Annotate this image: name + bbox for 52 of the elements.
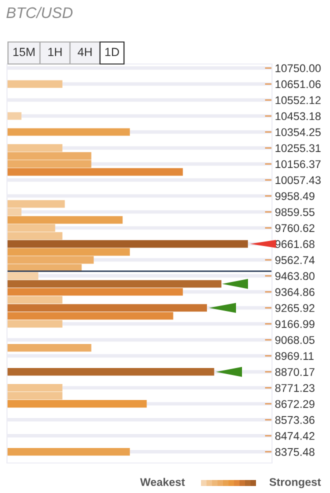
bar [7, 144, 62, 152]
y-tick-label: 9760.62 [275, 224, 314, 232]
y-tick-label: 8375.48 [275, 448, 314, 456]
y-tick-label: 9958.49 [275, 192, 314, 200]
y-tick-label: 8672.29 [275, 400, 314, 408]
y-tick-label: 10453.18 [276, 112, 321, 120]
bar [7, 240, 248, 248]
y-tick-label: 10750.00 [276, 64, 321, 72]
y-tick-label: 9661.68 [275, 240, 314, 248]
y-tick-label: 9068.05 [275, 336, 314, 344]
bar [7, 400, 147, 408]
text: 1D [105, 48, 119, 56]
bar [7, 168, 183, 176]
y-tick-label: 8474.42 [275, 432, 314, 440]
y-tick-label: 10255.31 [276, 144, 321, 152]
chart-title: BTC/USD [6, 6, 73, 18]
bar [7, 272, 38, 280]
y-tick-label: 10651.06 [276, 80, 321, 88]
bar [7, 320, 62, 328]
bar [7, 304, 207, 312]
y-tick-label: 10156.37 [276, 160, 321, 168]
text: 4H [78, 48, 92, 56]
y-tick-label: 9562.74 [275, 256, 315, 264]
bar [7, 128, 130, 136]
bar [7, 112, 22, 120]
text: 1H [48, 48, 62, 56]
y-tick-label: 8870.17 [275, 368, 314, 376]
bar [7, 200, 65, 208]
text: 15M [13, 48, 35, 56]
y-tick-label: 10057.43 [276, 176, 321, 184]
bar [7, 344, 92, 352]
bar [7, 248, 130, 256]
y-tick-label: 8573.36 [275, 416, 314, 424]
bar [7, 296, 62, 304]
y-tick-label: 10354.25 [276, 128, 321, 136]
bar [7, 448, 130, 456]
bar [7, 288, 183, 296]
y-tick-label: 10552.12 [276, 96, 321, 104]
text: Weakest [140, 478, 185, 486]
y-tick-label: 8969.11 [275, 352, 314, 360]
bar [7, 80, 62, 88]
bar [7, 208, 22, 216]
y-tick-label: 9265.92 [275, 304, 314, 312]
y-tick-label: 8771.23 [275, 384, 314, 392]
text: Strongest [269, 478, 321, 488]
y-tick-label: 9463.80 [275, 272, 315, 280]
bar [7, 216, 123, 224]
bar [7, 312, 174, 320]
bar [7, 368, 214, 376]
y-tick-label: 9859.55 [275, 208, 314, 216]
y-tick-label: 9364.86 [275, 288, 314, 296]
y-tick-label: 9166.99 [275, 320, 314, 328]
